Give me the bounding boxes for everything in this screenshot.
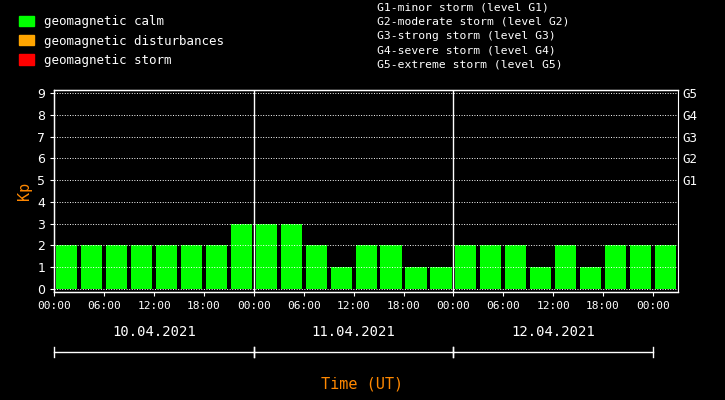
Bar (605, 245, 626, 289)
Bar (131, 245, 152, 289)
Bar (306, 245, 327, 289)
Text: Time (UT): Time (UT) (321, 376, 404, 392)
Text: 12.04.2021: 12.04.2021 (511, 325, 595, 339)
Text: 10.04.2021: 10.04.2021 (112, 325, 196, 339)
Bar (630, 245, 651, 289)
Bar (81, 245, 102, 289)
Bar (156, 245, 177, 289)
Bar (181, 245, 202, 289)
Bar (555, 245, 576, 289)
Bar (256, 224, 277, 289)
Bar (381, 245, 402, 289)
Bar (505, 245, 526, 289)
Legend: geomagnetic calm, geomagnetic disturbances, geomagnetic storm: geomagnetic calm, geomagnetic disturbanc… (14, 10, 228, 72)
Text: 11.04.2021: 11.04.2021 (312, 325, 396, 339)
Bar (405, 267, 426, 289)
Y-axis label: Kp: Kp (17, 182, 32, 200)
Bar (355, 245, 377, 289)
Bar (655, 245, 676, 289)
Bar (231, 224, 252, 289)
Bar (431, 267, 452, 289)
Bar (57, 245, 78, 289)
Bar (530, 267, 551, 289)
Bar (281, 224, 302, 289)
Bar (106, 245, 128, 289)
Bar (331, 267, 352, 289)
Bar (480, 245, 502, 289)
Bar (580, 267, 601, 289)
Bar (455, 245, 476, 289)
Bar (206, 245, 227, 289)
Text: G1-minor storm (level G1)
G2-moderate storm (level G2)
G3-strong storm (level G3: G1-minor storm (level G1) G2-moderate st… (377, 2, 570, 70)
